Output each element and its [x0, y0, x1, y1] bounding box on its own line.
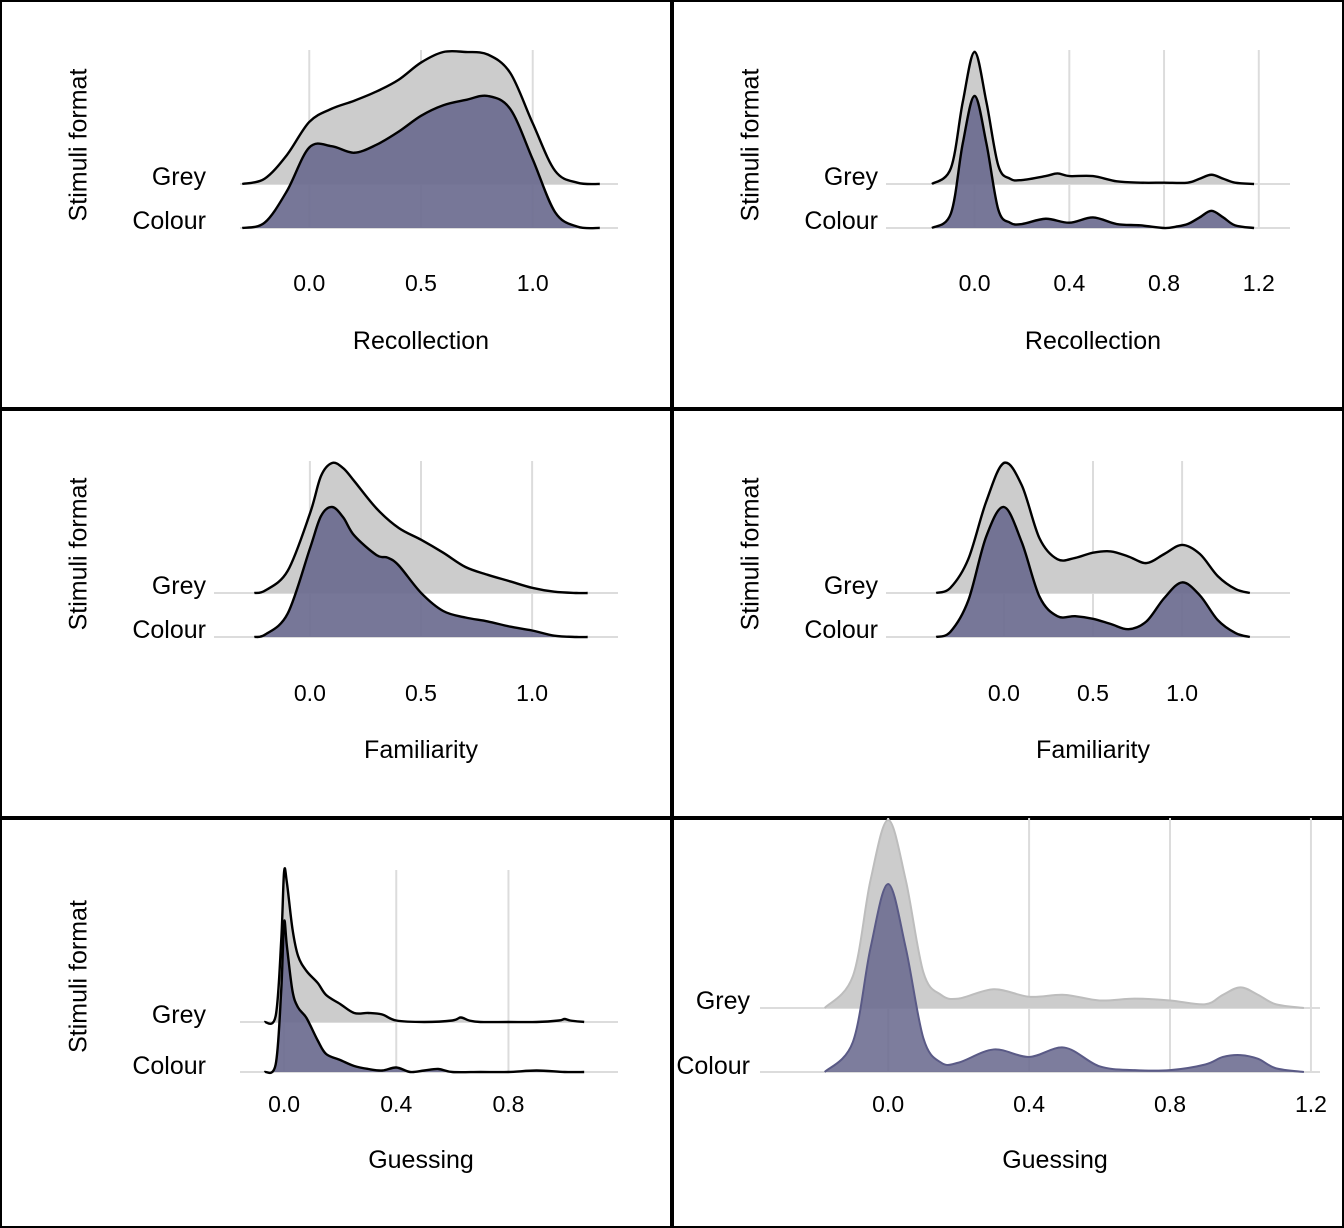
panel-border [0, 818, 672, 1228]
panel-border [0, 409, 672, 818]
panel-border [672, 0, 1344, 409]
ridge-area-colour [264, 920, 585, 1073]
x-tick-label: 0.8 [492, 1091, 524, 1117]
ridge-area-colour [936, 506, 1250, 637]
panel-1: Grey Colour 0.0 0.5 1.0 Recollection Stimuli f… [0, 0, 672, 409]
x-tick-label: 1.0 [1166, 680, 1198, 706]
x-tick-label: 0.0 [293, 270, 325, 296]
y-axis-label: Stimuli format [737, 478, 765, 631]
x-tick-label: 0.4 [380, 1091, 412, 1117]
ridge-area-grey [264, 868, 585, 1024]
x-tick-label: 0.0 [268, 1091, 300, 1117]
panel-5: Grey Colour 0.0 0.4 0.8 Guessing Stimuli forma… [0, 818, 672, 1228]
category-label: Colour [804, 207, 878, 235]
ridge-area-colour [824, 884, 1304, 1072]
category-label: Colour [132, 616, 206, 644]
panel-border [672, 818, 1344, 1228]
y-axis-label: Stimuli format [65, 478, 93, 631]
x-tick-label: 0.0 [988, 680, 1020, 706]
category-label: Colour [132, 1052, 206, 1080]
x-axis-label: Guessing [1002, 1146, 1108, 1174]
y-axis-label: Stimuli format [65, 900, 93, 1053]
ridge-line-colour [254, 505, 588, 639]
ridge-line-colour [241, 94, 600, 230]
panel-3: Grey Colour 0.0 0.5 1.0 Familiarity Stimuli fo… [0, 409, 672, 818]
ridge-line-grey [931, 50, 1255, 186]
category-label: Grey [824, 572, 879, 600]
x-tick-label: 0.8 [1148, 270, 1180, 296]
ridge-line-grey [935, 461, 1251, 595]
category-label: Grey [696, 987, 751, 1015]
category-label: Grey [152, 163, 207, 191]
x-tick-label: 0.0 [872, 1091, 904, 1117]
category-label: Colour [804, 616, 878, 644]
y-axis-label: Stimuli format [65, 69, 93, 222]
category-label: Grey [824, 163, 879, 191]
category-label: Colour [132, 207, 206, 235]
category-label: Colour [676, 1052, 750, 1080]
x-tick-label: 1.0 [517, 270, 549, 296]
x-tick-label: 0.0 [959, 270, 991, 296]
ridge-line-colour [263, 919, 585, 1075]
ridge-line-colour [935, 505, 1251, 639]
panel-border [672, 409, 1344, 818]
x-tick-label: 0.4 [1013, 1091, 1045, 1117]
x-tick-label: 0.0 [294, 680, 326, 706]
ridge-line-grey [263, 867, 585, 1025]
x-axis-label: Guessing [368, 1146, 474, 1174]
x-axis-label: Recollection [353, 327, 489, 355]
ridge-area-colour [931, 96, 1255, 229]
ridge-line-colour [931, 94, 1255, 230]
panel-4: Grey Colour 0.0 0.5 1.0 Familiarity Stimuli fo… [672, 409, 1344, 818]
x-tick-label: 0.5 [405, 270, 437, 296]
x-axis-label: Familiarity [1036, 736, 1150, 764]
x-tick-label: 0.5 [1077, 680, 1109, 706]
category-label: Grey [152, 1001, 207, 1029]
x-tick-label: 1.2 [1243, 270, 1275, 296]
x-tick-label: 1.0 [516, 680, 548, 706]
panel-border [0, 0, 672, 409]
x-tick-label: 0.4 [1053, 270, 1085, 296]
panel-6: Grey Colour 0.0 0.4 0.8 1.2 Guessing [672, 818, 1344, 1228]
ridge-line-grey [823, 818, 1305, 1009]
x-tick-label: 0.5 [405, 680, 437, 706]
x-axis-label: Recollection [1025, 327, 1161, 355]
x-axis-label: Familiarity [364, 736, 478, 764]
x-tick-label: 1.2 [1295, 1091, 1327, 1117]
ridge-line-colour [823, 882, 1305, 1073]
ridge-line-grey [254, 461, 588, 595]
x-tick-label: 0.8 [1154, 1091, 1186, 1117]
y-axis-label: Stimuli format [737, 69, 765, 222]
ridge-area-colour [254, 506, 588, 638]
panel-2: Grey Colour 0.0 0.4 0.8 1.2 Recollection Stimul… [672, 0, 1344, 409]
category-label: Grey [152, 572, 207, 600]
ridge-area-colour [242, 95, 600, 229]
ridge-line-grey [241, 49, 600, 186]
